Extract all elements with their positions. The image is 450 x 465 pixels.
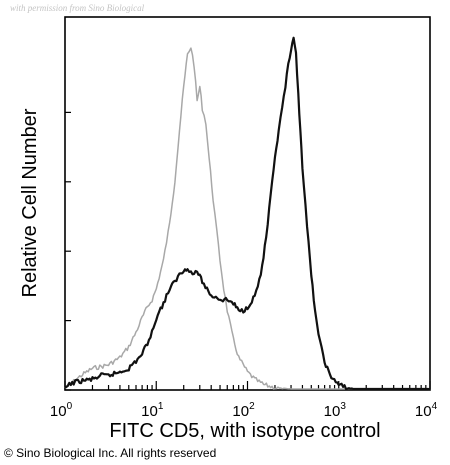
copyright-notice: © Sino Biological Inc. All rights reserv… <box>4 446 217 460</box>
x-tick-label: 104 <box>415 401 438 420</box>
x-tick-label: 100 <box>50 401 73 420</box>
isotype-control-series <box>64 47 431 391</box>
fitc-cd5-series <box>64 36 431 391</box>
histogram-chart: 100 101 102 103 104 FITC CD5, with isotype c… <box>19 16 438 440</box>
series-layer <box>64 36 431 391</box>
plot-frame <box>64 16 431 391</box>
x-axis-tick-labels: 100 101 102 103 104 <box>50 401 438 420</box>
x-tick-label: 102 <box>232 401 255 420</box>
y-axis-ticks <box>65 111 71 391</box>
x-tick-label: 103 <box>324 401 347 420</box>
y-axis-title: Relative Cell Number <box>19 108 41 297</box>
watermark: with permission from Sino Biological <box>10 3 145 13</box>
x-tick-label: 101 <box>141 401 164 420</box>
x-axis-title: FITC CD5, with isotype control <box>109 420 380 440</box>
